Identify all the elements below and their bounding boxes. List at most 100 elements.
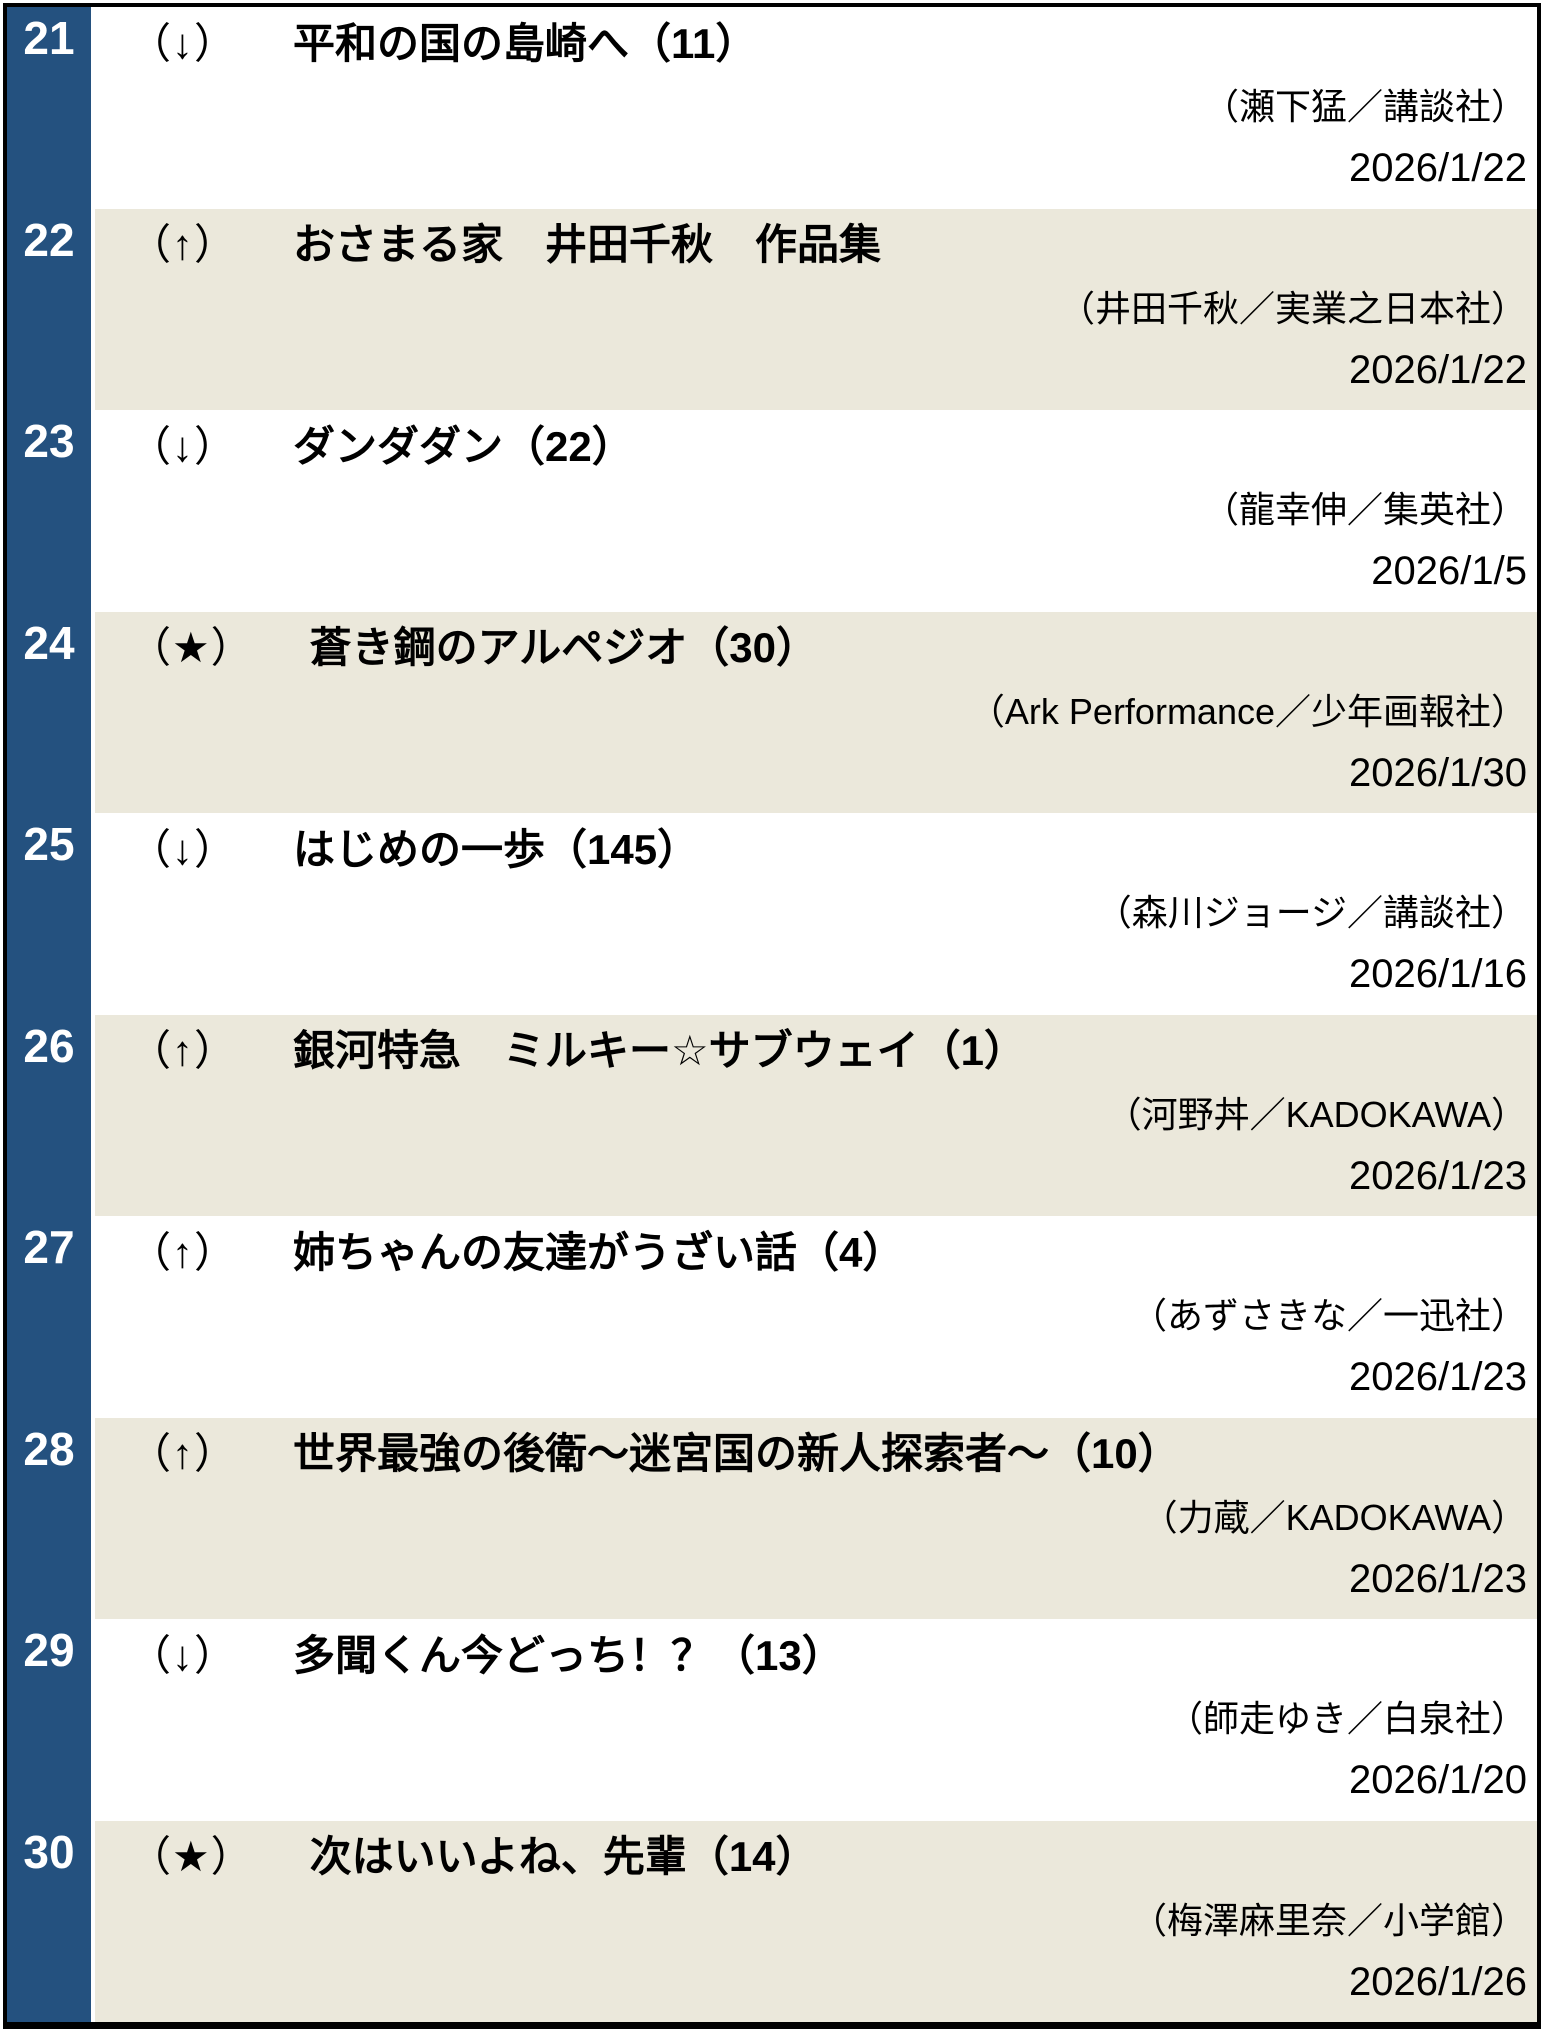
rank-number-label: 21 [23, 12, 75, 64]
ranking-row: 27 （↑） 姉ちゃんの友達がうざい話（4） （あずさきな／一迅社） 2026/… [7, 1216, 1537, 1418]
ranking-row: 29 （↓） 多聞くん今どっち！？（13） （師走ゆき／白泉社） 2026/1/… [7, 1619, 1537, 1821]
rank-number-label: 26 [23, 1019, 75, 1072]
row-body: （↑） 世界最強の後衛～迷宮国の新人探索者～（10） （力蔵／KADOKAWA）… [95, 1417, 1537, 1619]
title-line: （↑） 世界最強の後衛～迷宮国の新人探索者～（10） [95, 1420, 1527, 1482]
publisher-line: （師走ゆき／白泉社） [95, 1683, 1527, 1749]
release-date: 2026/1/23 [1349, 1153, 1527, 1198]
manga-title: 蒼き鋼のアルペジオ（30） [309, 624, 818, 671]
trend-indicator: （↑） [129, 1027, 238, 1074]
rank-number-label: 24 [23, 616, 75, 669]
release-date: 2026/1/30 [1349, 750, 1527, 795]
author-publisher: （あずさきな／一迅社） [1130, 1295, 1527, 1336]
manga-title: 次はいいよね、先輩（14） [309, 1833, 818, 1880]
author-publisher: （河野丼／KADOKAWA） [1105, 1093, 1527, 1135]
rank-number-label: 30 [23, 1825, 75, 1878]
rank-number: 25 [7, 813, 91, 1015]
title-line: （↓） 平和の国の島崎へ（11） [95, 9, 1527, 71]
ranking-row: 26 （↑） 銀河特急 ミルキー☆サブウェイ（1） （河野丼／KADOKAWA）… [7, 1014, 1537, 1216]
title-line: （★） 次はいいよね、先輩（14） [95, 1823, 1527, 1885]
rank-number-label: 29 [23, 1624, 75, 1676]
manga-title: はじめの一歩（145） [293, 825, 700, 873]
publisher-line: （あずさきな／一迅社） [95, 1280, 1527, 1346]
ranking-row: 22 （↑） おさまる家 井田千秋 作品集 （井田千秋／実業之日本社） 2026… [7, 208, 1537, 410]
rank-number-label: 23 [23, 415, 75, 467]
release-date: 2026/1/20 [1349, 1758, 1527, 1803]
publisher-line: （森川ジョージ／講談社） [95, 877, 1527, 943]
release-date: 2026/1/22 [1349, 347, 1527, 392]
date-line: 2026/1/5 [95, 540, 1527, 604]
date-line: 2026/1/22 [95, 339, 1527, 403]
title-line: （↓） ダンダダン（22） [95, 412, 1527, 474]
row-body: （↓） 多聞くん今どっち！？（13） （師走ゆき／白泉社） 2026/1/20 [95, 1619, 1537, 1821]
author-publisher: （龍幸伸／集英社） [1202, 489, 1527, 530]
rank-number: 24 [7, 611, 91, 813]
publisher-line: （井田千秋／実業之日本社） [95, 273, 1527, 339]
date-line: 2026/1/16 [95, 943, 1527, 1007]
row-body: （↑） おさまる家 井田千秋 作品集 （井田千秋／実業之日本社） 2026/1/… [95, 208, 1537, 410]
author-publisher: （梅澤麻里奈／小学館） [1130, 1899, 1527, 1941]
rank-number: 21 [7, 7, 91, 209]
author-publisher: （井田千秋／実業之日本社） [1058, 287, 1527, 329]
rank-number: 26 [7, 1014, 91, 1216]
ranking-row: 23 （↓） ダンダダン（22） （龍幸伸／集英社） 2026/1/5 [7, 410, 1537, 612]
row-body: （↓） 平和の国の島崎へ（11） （瀬下猛／講談社） 2026/1/22 [95, 7, 1537, 209]
trend-indicator: （↑） [129, 1228, 238, 1276]
trend-indicator: （↓） [129, 1631, 238, 1679]
release-date: 2026/1/26 [1349, 1959, 1527, 2004]
row-body: （★） 蒼き鋼のアルペジオ（30） （Ark Performance／少年画報社… [95, 611, 1537, 813]
trend-indicator: （↑） [129, 1430, 238, 1477]
ranking-row: 25 （↓） はじめの一歩（145） （森川ジョージ／講談社） 2026/1/1… [7, 813, 1537, 1015]
rank-number: 23 [7, 410, 91, 612]
rank-number-label: 27 [23, 1221, 75, 1273]
rank-number: 29 [7, 1619, 91, 1821]
release-date: 2026/1/23 [1349, 1355, 1527, 1400]
rank-number: 22 [7, 208, 91, 410]
release-date: 2026/1/22 [1349, 146, 1527, 191]
publisher-line: （Ark Performance／少年画報社） [95, 676, 1527, 742]
rank-number-label: 22 [23, 213, 75, 266]
ranking-row: 30 （★） 次はいいよね、先輩（14） （梅澤麻里奈／小学館） 2026/1/… [7, 1820, 1537, 2022]
publisher-line: （力蔵／KADOKAWA） [95, 1482, 1527, 1548]
trend-indicator: （↓） [129, 19, 238, 67]
title-line: （↓） 多聞くん今どっち！？（13） [95, 1621, 1527, 1683]
trend-indicator: （★） [129, 624, 254, 671]
ranking-row: 24 （★） 蒼き鋼のアルペジオ（30） （Ark Performance／少年… [7, 611, 1537, 813]
date-line: 2026/1/23 [95, 1346, 1527, 1410]
row-body: （↓） はじめの一歩（145） （森川ジョージ／講談社） 2026/1/16 [95, 813, 1537, 1015]
date-line: 2026/1/30 [95, 742, 1527, 806]
ranking-row: 21 （↓） 平和の国の島崎へ（11） （瀬下猛／講談社） 2026/1/22 [7, 7, 1537, 209]
publisher-line: （河野丼／KADOKAWA） [95, 1079, 1527, 1145]
manga-title: 銀河特急 ミルキー☆サブウェイ（1） [293, 1027, 1027, 1074]
release-date: 2026/1/23 [1349, 1556, 1527, 1601]
date-line: 2026/1/23 [95, 1548, 1527, 1612]
manga-title: 姉ちゃんの友達がうざい話（4） [293, 1228, 905, 1276]
manga-title: 多聞くん今どっち！？（13） [293, 1631, 844, 1679]
ranking-row: 28 （↑） 世界最強の後衛～迷宮国の新人探索者～（10） （力蔵／KADOKA… [7, 1417, 1537, 1619]
row-body: （↑） 姉ちゃんの友達がうざい話（4） （あずさきな／一迅社） 2026/1/2… [95, 1216, 1537, 1418]
rank-number: 28 [7, 1417, 91, 1619]
publisher-line: （龍幸伸／集英社） [95, 474, 1527, 540]
manga-title: ダンダダン（22） [293, 422, 634, 470]
manga-title: 世界最強の後衛～迷宮国の新人探索者～（10） [293, 1430, 1180, 1477]
release-date: 2026/1/5 [1371, 549, 1527, 594]
author-publisher: （瀬下猛／講談社） [1202, 86, 1527, 127]
title-line: （↑） 姉ちゃんの友達がうざい話（4） [95, 1218, 1527, 1280]
rank-number-label: 25 [23, 818, 75, 870]
trend-indicator: （↓） [129, 825, 238, 873]
title-line: （↓） はじめの一歩（145） [95, 815, 1527, 877]
trend-indicator: （★） [129, 1833, 254, 1880]
trend-indicator: （↓） [129, 422, 238, 470]
rank-number: 27 [7, 1216, 91, 1418]
author-publisher: （力蔵／KADOKAWA） [1141, 1496, 1527, 1538]
publisher-line: （梅澤麻里奈／小学館） [95, 1885, 1527, 1951]
title-line: （↑） おさまる家 井田千秋 作品集 [95, 211, 1527, 273]
ranking-table: 21 （↓） 平和の国の島崎へ（11） （瀬下猛／講談社） 2026/1/22 … [3, 3, 1541, 2029]
row-body: （↓） ダンダダン（22） （龍幸伸／集英社） 2026/1/5 [95, 410, 1537, 612]
release-date: 2026/1/16 [1349, 952, 1527, 997]
date-line: 2026/1/22 [95, 137, 1527, 201]
rank-number: 30 [7, 1820, 91, 2022]
publisher-line: （瀬下猛／講談社） [95, 71, 1527, 137]
date-line: 2026/1/26 [95, 1951, 1527, 2015]
author-publisher: （森川ジョージ／講談社） [1095, 892, 1527, 933]
